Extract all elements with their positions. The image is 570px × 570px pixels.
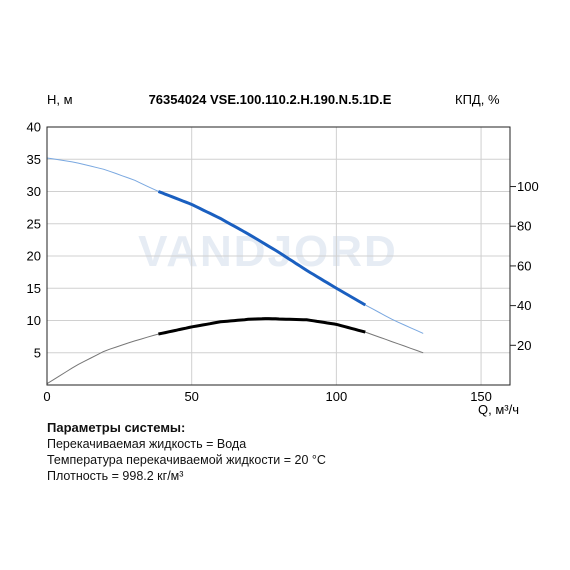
x-tick-label: 0 xyxy=(43,389,50,404)
y-tick-label: 40 xyxy=(27,120,41,135)
y-tick-label: 10 xyxy=(27,313,41,328)
x-tick-label: 100 xyxy=(326,389,348,404)
x-tick-label: 150 xyxy=(470,389,492,404)
y-tick-label: 25 xyxy=(27,216,41,231)
y2-axis-label: КПД, % xyxy=(455,92,500,107)
params-temperature: Температура перекачиваемой жидкости = 20… xyxy=(47,453,326,467)
params-title: Параметры системы: xyxy=(47,420,186,435)
tick-labels: 0 50 100 150 5 10 15 20 25 30 35 40 20 40 60 80 100 xyxy=(27,120,539,405)
y2-tick-label: 60 xyxy=(517,258,531,273)
y-tick-label: 5 xyxy=(34,345,41,360)
chart-title: 76354024 VSE.100.110.2.H.190.N.5.1D.E xyxy=(149,92,392,107)
y2-tick-label: 80 xyxy=(517,219,531,234)
y-axis-label: H, м xyxy=(47,92,73,107)
efficiency-curve-operating xyxy=(158,317,366,336)
y-tick-label: 20 xyxy=(27,249,41,264)
pump-curve-chart: VANDJORD 0 50 100 150 5 10 15 20 25 30 35 40 20 40 60 8… xyxy=(27,92,539,417)
curves xyxy=(46,157,424,385)
system-parameters: Параметры системы: Перекачиваемая жидкос… xyxy=(47,420,326,484)
x-tick-label: 50 xyxy=(184,389,198,404)
watermark-logo: VANDJORD xyxy=(138,227,398,276)
y2-tick-label: 100 xyxy=(517,179,539,194)
head-curve-operating xyxy=(157,190,367,307)
grid xyxy=(46,126,510,385)
params-fluid: Перекачиваемая жидкость = Вода xyxy=(47,437,247,451)
y-tick-label: 30 xyxy=(27,184,41,199)
x-axis-label: Q, м³/ч xyxy=(478,402,519,417)
params-density: Плотность = 998.2 кг/м³ xyxy=(47,469,184,483)
y-tick-label: 15 xyxy=(27,281,41,296)
y2-tick-label: 20 xyxy=(517,338,531,353)
plot-frame xyxy=(46,126,511,386)
efficiency-curve-full xyxy=(46,318,424,385)
y2-tick-label: 40 xyxy=(517,298,531,313)
y-tick-label: 35 xyxy=(27,152,41,167)
